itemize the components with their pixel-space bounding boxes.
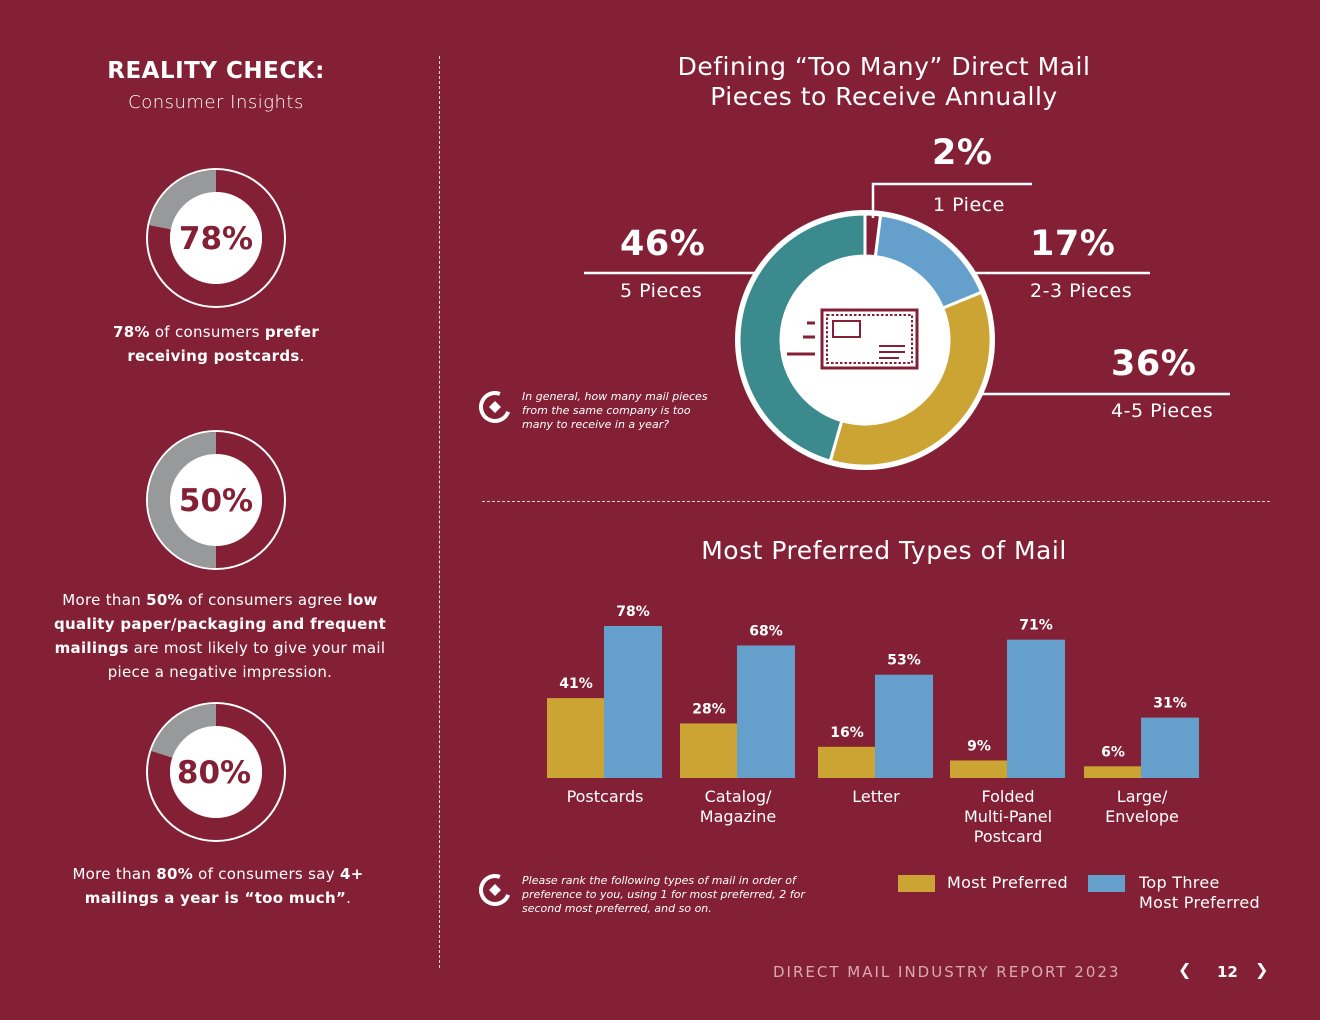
horizontal-divider xyxy=(482,501,1270,502)
brand-logo-icon-2 xyxy=(479,874,511,906)
stat-text-1: 78% of consumers prefer receiving postca… xyxy=(112,323,320,365)
bar-most-preferred-5 xyxy=(1084,766,1142,778)
bar-top-three-3 xyxy=(875,674,933,778)
pie-label-4-pct: 46% xyxy=(620,224,706,264)
legend-label-top-three-line2: Most Preferred xyxy=(1139,893,1260,912)
brand-logo-icon xyxy=(479,391,511,423)
mail-envelope-icon xyxy=(787,308,919,370)
category-label-4-line-1: Folded xyxy=(981,787,1034,806)
stat-donut-3: 80% xyxy=(146,702,286,842)
bar-top-three-2 xyxy=(737,645,795,778)
stat-donut-3-gray xyxy=(151,704,216,758)
pie-label-1-text: 1 Piece xyxy=(933,194,1005,216)
legend-label-most-preferred: Most Preferred xyxy=(947,873,1068,892)
left-title: REALITY CHECK: xyxy=(107,58,325,84)
bar-most-preferred-4 xyxy=(950,760,1008,778)
bar-value-label-most-preferred-3: 16% xyxy=(830,725,864,741)
bar-value-label-top-three-3: 53% xyxy=(887,653,921,669)
pie-label-3-pct: 36% xyxy=(1111,344,1197,384)
stat-donut-2-label: 50% xyxy=(179,483,253,519)
category-label-1-line-1: Postcards xyxy=(567,787,644,806)
bar-most-preferred-1 xyxy=(547,698,605,778)
donut-chart-title: Defining “Too Many” Direct Mail Pieces t… xyxy=(584,52,1184,112)
page-number: 12 xyxy=(1217,963,1238,981)
bar-value-label-top-three-4: 71% xyxy=(1019,618,1053,634)
pie-label-3-text: 4-5 Pieces xyxy=(1111,400,1214,422)
bar-chart-title: Most Preferred Types of Mail xyxy=(701,536,1067,565)
vertical-divider xyxy=(439,56,440,968)
legend-label-top-three: Top Three Most Preferred xyxy=(1139,873,1260,913)
stat-text-3: More than 80% of consumers say 4+ mailin… xyxy=(72,865,364,907)
chevron-left-icon[interactable]: ❮ xyxy=(1178,960,1192,979)
bar-value-label-top-three-5: 31% xyxy=(1153,696,1187,712)
donut-chart-title-line1: Defining “Too Many” Direct Mail xyxy=(677,52,1091,81)
legend-label-top-three-line1: Top Three xyxy=(1139,873,1220,892)
stat-text-2: More than 50% of consumers agree low qua… xyxy=(53,591,387,681)
category-label-3-line-1: Letter xyxy=(852,787,900,806)
bar-top-three-5 xyxy=(1141,717,1199,778)
pie-label-1-pct: 2% xyxy=(932,133,993,173)
bar-value-label-top-three-2: 68% xyxy=(749,623,783,639)
bar-value-label-most-preferred-5: 6% xyxy=(1101,744,1125,760)
footer-report-title: DIRECT MAIL INDUSTRY REPORT 2023 xyxy=(773,963,1121,981)
bar-most-preferred-2 xyxy=(680,723,738,778)
stat-donut-1-gray xyxy=(149,170,216,230)
bar-value-label-top-three-1: 78% xyxy=(616,604,650,620)
bar-value-label-most-preferred-2: 28% xyxy=(692,701,726,717)
stat-donut-2-gray xyxy=(148,432,216,568)
category-label-4-line-3: Postcard xyxy=(974,827,1043,846)
stat-donut-1: 78% xyxy=(146,168,286,308)
legend-swatch-top-three xyxy=(1088,875,1125,892)
bar-top-three-4 xyxy=(1007,639,1065,778)
donut-chart-title-line2: Pieces to Receive Annually xyxy=(710,82,1058,111)
bar-value-label-most-preferred-4: 9% xyxy=(967,738,991,754)
stat-donut-2: 50% xyxy=(146,430,286,570)
donut-leader-lines xyxy=(584,182,1230,396)
legend-swatch-most-preferred xyxy=(898,875,935,892)
donut-question-note: In general, how many mail pieces from th… xyxy=(522,390,708,431)
bar-question-note: Please rank the following types of mail … xyxy=(522,874,805,915)
bar-chart: 41% 78% Postcards 28% 68% Catalog/Magazine 16%… xyxy=(547,604,1199,846)
category-label-5-line-1: Large/ xyxy=(1117,787,1168,806)
category-label-2-line-2: Magazine xyxy=(700,807,776,826)
bar-most-preferred-3 xyxy=(818,746,876,778)
category-label-2-line-1: Catalog/ xyxy=(705,787,772,806)
category-label-4-line-2: Multi-Panel xyxy=(964,807,1052,826)
donut-chart xyxy=(735,210,995,470)
pie-label-2-pct: 17% xyxy=(1030,224,1116,264)
stat-donut-3-label: 80% xyxy=(177,755,251,791)
left-subtitle: Consumer Insights xyxy=(128,92,304,113)
pie-label-4-text: 5 Pieces xyxy=(620,280,703,302)
bar-value-label-most-preferred-1: 41% xyxy=(559,676,593,692)
chevron-right-icon[interactable]: ❯ xyxy=(1255,960,1269,979)
bar-top-three-1 xyxy=(604,626,662,778)
stat-donut-1-label: 78% xyxy=(179,221,253,257)
category-label-5-line-2: Envelope xyxy=(1105,807,1179,826)
pie-label-2-text: 2-3 Pieces xyxy=(1030,280,1133,302)
